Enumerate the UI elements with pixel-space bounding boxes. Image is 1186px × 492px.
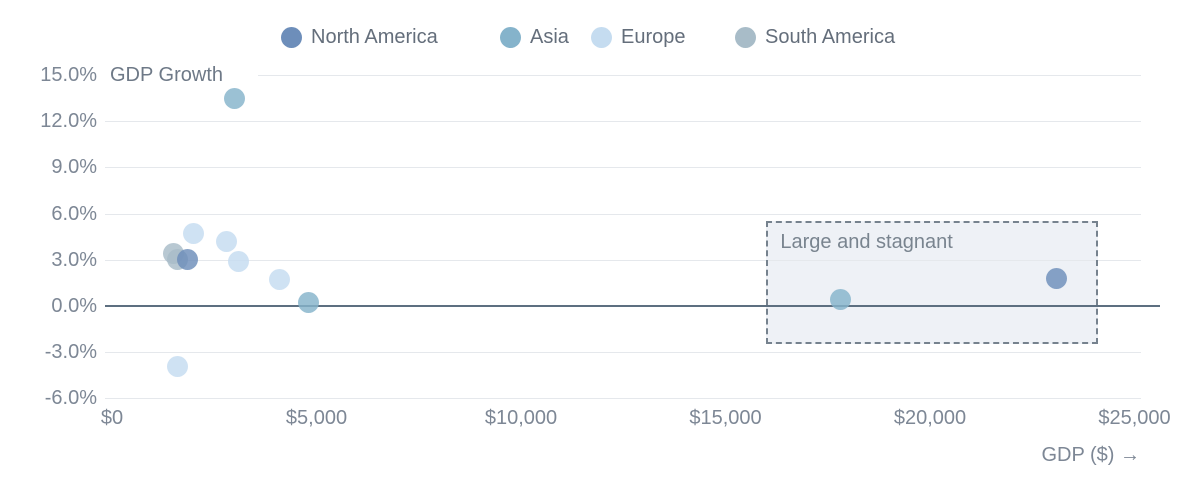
y-tick-label: 9.0% [51, 156, 97, 179]
legend-label: South America [765, 26, 896, 48]
y-tick-label: 3.0% [51, 248, 97, 271]
x-tick-label: $25,000 [1098, 407, 1171, 429]
data-point-north-america[interactable] [177, 249, 199, 271]
data-point-asia[interactable] [224, 87, 246, 109]
gridline-y-6 [105, 213, 1141, 215]
y-tick-label: 6.0% [51, 202, 97, 225]
x-axis-title: GDP ($) → [1041, 444, 1140, 466]
annotation-region-fill [766, 221, 1098, 345]
legend-label: Asia [530, 26, 569, 48]
gridline-y-12 [105, 121, 1141, 123]
legend-item-europe[interactable]: Europe [591, 26, 686, 49]
legend-item-asia[interactable]: Asia [500, 26, 569, 49]
x-tick-label: $0 [100, 407, 124, 429]
gridline-y-9 [105, 167, 1141, 169]
y-tick-label: 12.0% [40, 110, 97, 133]
data-point-europe[interactable] [183, 223, 205, 245]
data-point-europe[interactable] [166, 355, 188, 377]
gridline-y-15 [258, 75, 1141, 76]
legend-item-south-america[interactable]: South America [735, 26, 895, 49]
annotation-label: Large and stagnant [780, 231, 953, 254]
legend-swatch-south-america [735, 27, 756, 48]
x-tick-label: $20,000 [893, 407, 967, 429]
legend-swatch-north-america [281, 27, 302, 48]
y-tick-label: -6.0% [44, 387, 97, 410]
legend-swatch-europe [591, 27, 612, 48]
data-point-asia[interactable] [829, 289, 851, 311]
data-point-asia[interactable] [297, 292, 319, 314]
x-tick-label: $15,000 [689, 407, 762, 429]
y-tick-label: -3.0% [44, 341, 97, 364]
y-axis-title: GDP Growth [110, 64, 223, 86]
gridline-y--3 [105, 352, 1141, 354]
y-tick-label: 15.0% [40, 64, 97, 86]
data-point-north-america[interactable] [1046, 267, 1068, 289]
gridline-y-3 [105, 259, 1141, 261]
zero-axis-line [105, 305, 1160, 307]
legend-label: Europe [621, 26, 686, 48]
data-point-europe[interactable] [216, 230, 238, 252]
y-tick-label: 0.0% [51, 295, 97, 317]
chart-legend: North America Asia Europe South America [0, 0, 1186, 60]
x-tick-label: $5,000 [285, 407, 348, 429]
data-point-europe[interactable] [228, 250, 250, 272]
data-point-europe[interactable] [269, 269, 291, 291]
annotation-region-border [766, 221, 1098, 345]
x-tick-label: $10,000 [484, 407, 558, 429]
legend-item-north-america[interactable]: North America [281, 26, 438, 49]
gridline-y--6 [105, 398, 1141, 400]
legend-label: North America [311, 26, 438, 48]
legend-swatch-asia [500, 27, 521, 48]
